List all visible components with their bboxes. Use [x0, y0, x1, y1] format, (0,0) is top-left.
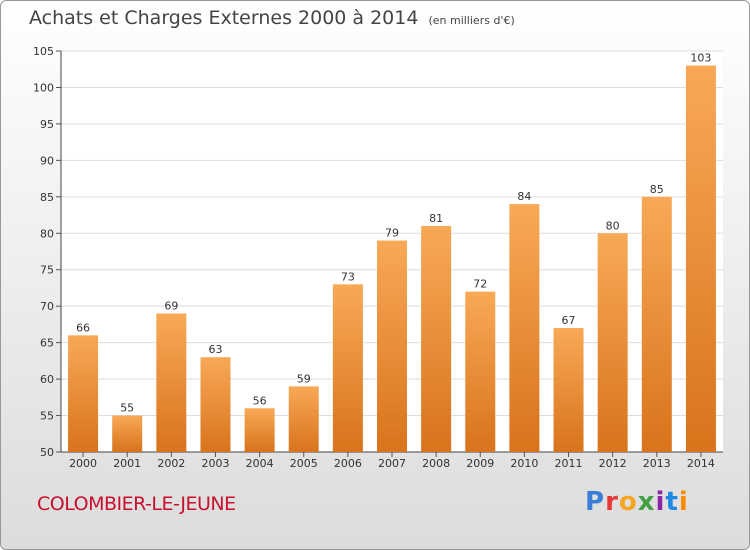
bar-2004 [244, 408, 275, 452]
x-tick-label-2014: 2014 [687, 457, 715, 470]
value-label-2011: 67 [562, 314, 576, 327]
bar-2010 [509, 204, 540, 452]
value-label-2002: 69 [164, 299, 178, 312]
y-tick-label: 105 [33, 45, 54, 58]
bar-2003 [200, 357, 231, 452]
bar-2005 [288, 386, 319, 452]
y-tick-label: 55 [40, 410, 54, 423]
y-tick-label: 100 [33, 81, 54, 94]
chart-title: Achats et Charges Externes 2000 à 2014 (e… [29, 7, 515, 29]
bar-2000 [68, 335, 99, 452]
title-text: Achats et Charges Externes 2000 à 2014 [29, 7, 419, 29]
bar-2002 [156, 313, 187, 452]
value-label-2012: 80 [606, 219, 620, 232]
bar-2014 [685, 65, 716, 452]
value-label-2001: 55 [120, 402, 134, 415]
x-tick-label-2012: 2012 [599, 457, 627, 470]
x-tick-label-2011: 2011 [555, 457, 583, 470]
value-label-2004: 56 [253, 394, 267, 407]
value-label-2013: 85 [650, 183, 664, 196]
bar-2009 [465, 291, 496, 452]
value-label-2008: 81 [429, 212, 443, 225]
commune-name: COLOMBIER-LE-JEUNE [37, 493, 236, 515]
y-tick-label: 75 [40, 264, 54, 277]
value-label-2000: 66 [76, 321, 90, 334]
x-tick-label-2009: 2009 [466, 457, 494, 470]
bar-2006 [332, 284, 363, 452]
y-tick-label: 80 [40, 227, 54, 240]
bar-2007 [377, 240, 407, 452]
x-tick-label-2006: 2006 [334, 457, 362, 470]
bar-2011 [553, 328, 584, 452]
y-tick-label: 95 [40, 118, 54, 131]
value-label-2007: 79 [385, 227, 399, 240]
y-tick-label: 90 [40, 154, 54, 167]
x-tick-label-2002: 2002 [157, 457, 185, 470]
bar-2001 [112, 415, 143, 452]
value-label-2006: 73 [341, 270, 355, 283]
x-tick-label-2001: 2001 [113, 457, 141, 470]
x-tick-label-2004: 2004 [246, 457, 274, 470]
y-tick-label: 85 [40, 191, 54, 204]
y-tick-label: 65 [40, 337, 54, 350]
bar-2012 [597, 233, 628, 452]
y-tick-label: 70 [40, 300, 54, 313]
chart-subtitle: (en milliers d'€) [428, 14, 515, 27]
x-tick-label-2007: 2007 [378, 457, 406, 470]
y-tick-label: 50 [40, 446, 54, 459]
value-label-2014: 103 [690, 52, 711, 65]
x-tick-label-2000: 2000 [69, 457, 97, 470]
y-tick-label: 60 [40, 373, 54, 386]
bar-2008 [421, 225, 452, 452]
value-label-2003: 63 [208, 343, 222, 356]
x-tick-label-2008: 2008 [422, 457, 450, 470]
x-tick-label-2005: 2005 [290, 457, 318, 470]
value-label-2010: 84 [517, 190, 531, 203]
x-tick-label-2003: 2003 [201, 457, 229, 470]
value-label-2005: 59 [297, 372, 311, 385]
value-label-2009: 72 [473, 278, 487, 291]
x-tick-label-2010: 2010 [510, 457, 538, 470]
proxiti-logo: Proxiti [585, 487, 689, 517]
bar-2013 [641, 196, 672, 452]
x-tick-label-2013: 2013 [643, 457, 671, 470]
